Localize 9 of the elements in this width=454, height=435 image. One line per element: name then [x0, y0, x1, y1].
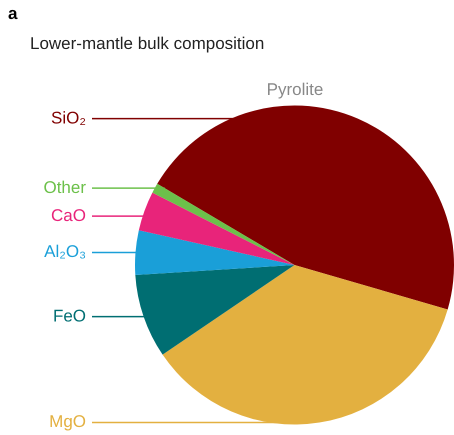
chart-title: Lower-mantle bulk composition — [30, 34, 264, 54]
slice-label: MgO — [49, 412, 86, 432]
slice-label: Other — [43, 178, 86, 197]
slice-label: SiO₂ — [51, 108, 86, 128]
slice-label: CaO — [51, 206, 86, 225]
text: a — [8, 4, 18, 24]
slice-label: Al₂O₃ — [44, 242, 86, 262]
slice-label: FeO — [52, 306, 86, 326]
chart-subtitle: Pyrolite — [266, 80, 324, 100]
